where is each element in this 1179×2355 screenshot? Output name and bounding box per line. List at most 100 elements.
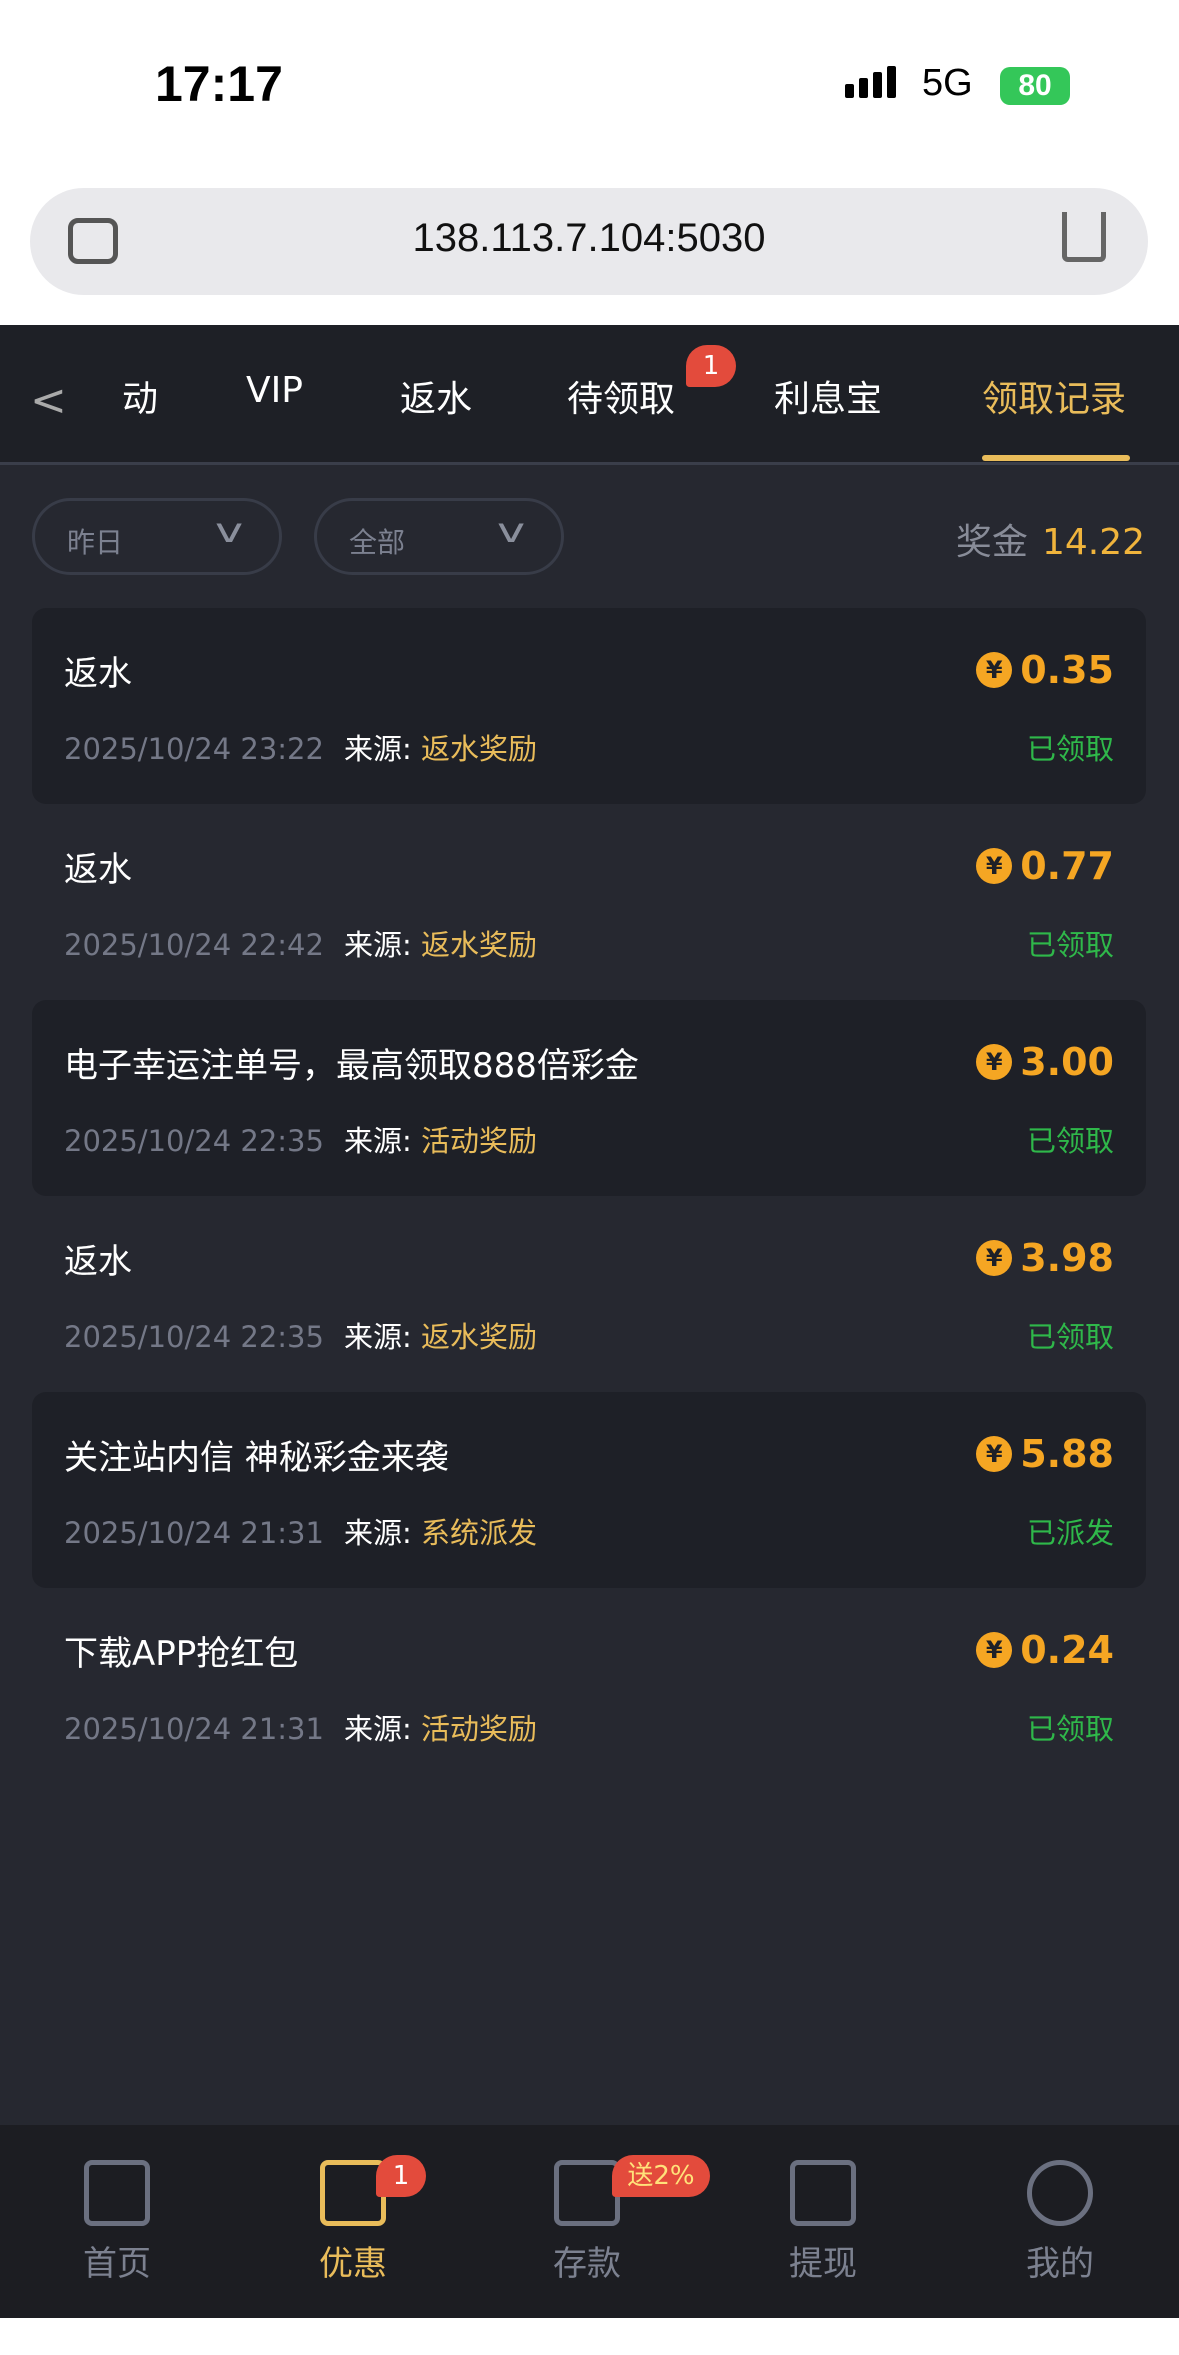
record-amount: ¥0.77 [976, 844, 1114, 888]
tab-pending[interactable]: 待领取 [567, 379, 676, 420]
bottom-nav: 首页 优惠 1 存款 送2% 提现 我的 [0, 2125, 1179, 2318]
nav-promotions[interactable]: 优惠 [278, 2125, 428, 2318]
url-text[interactable]: 138.113.7.104:5030 [412, 216, 766, 260]
record-status: 已领取 [1026, 1320, 1114, 1354]
bonus-value: 14.22 [1041, 522, 1145, 563]
clock: 17:17 [155, 56, 283, 112]
nav-deposit[interactable]: 存款 [512, 2125, 662, 2318]
tab-rebate[interactable]: 返水 [400, 379, 473, 420]
active-tab-indicator [982, 455, 1130, 461]
record-amount: ¥3.00 [976, 1040, 1114, 1084]
record-status: 已领取 [1026, 732, 1114, 766]
nav-label: 我的 [1026, 2244, 1094, 2284]
tab-interest[interactable]: 利息宝 [774, 379, 883, 420]
bonus-label: 奖金 [955, 522, 1028, 563]
coin-icon: ¥ [976, 1632, 1013, 1668]
source-label: 来源: [343, 928, 412, 962]
record-title: 关注站内信 神秘彩金来袭 [64, 1438, 449, 1478]
coin-icon: ¥ [976, 1436, 1013, 1472]
source-label: 来源: [343, 1712, 412, 1746]
chevron-down-icon: v [214, 511, 244, 551]
coin-icon: ¥ [976, 1240, 1013, 1276]
amount-value: 0.77 [1020, 844, 1114, 888]
record-card: 返水 ¥0.77 2025/10/24 22:42 来源: 返水奖励 已领取 [32, 804, 1146, 1000]
share-icon[interactable] [1062, 212, 1106, 262]
nav-withdraw[interactable]: 提现 [748, 2125, 898, 2318]
camera-search-icon[interactable] [68, 218, 118, 264]
record-source: 活动奖励 [420, 1124, 537, 1158]
nav-profile[interactable]: 我的 [985, 2125, 1135, 2318]
date-filter-value: 昨日 [67, 526, 124, 559]
source-label: 来源: [343, 732, 412, 766]
record-time: 2025/10/24 21:31 [64, 1516, 324, 1550]
record-time: 2025/10/24 22:35 [64, 1320, 324, 1354]
record-time: 2025/10/24 21:31 [64, 1712, 324, 1746]
record-meta: 2025/10/24 23:22 来源: 返水奖励 [64, 726, 537, 768]
record-amount: ¥0.24 [976, 1628, 1114, 1672]
record-status: 已领取 [1026, 1712, 1114, 1746]
record-time: 2025/10/24 22:35 [64, 1124, 324, 1158]
record-card: 关注站内信 神秘彩金来袭 ¥5.88 2025/10/24 21:31 来源: 系… [32, 1392, 1146, 1588]
deposit-bonus-badge: 送2% [612, 2155, 710, 2197]
record-title: 返水 [64, 850, 132, 890]
record-amount: ¥3.98 [976, 1236, 1114, 1280]
record-time: 2025/10/24 23:22 [64, 732, 324, 766]
coin-icon: ¥ [976, 848, 1013, 884]
nav-home[interactable]: 首页 [42, 2125, 192, 2318]
record-time: 2025/10/24 22:42 [64, 928, 324, 962]
record-meta: 2025/10/24 22:42 来源: 返水奖励 [64, 922, 537, 964]
record-title: 返水 [64, 1242, 132, 1282]
promo-badge: 1 [376, 2155, 426, 2197]
source-label: 来源: [343, 1320, 412, 1354]
amount-value: 5.88 [1020, 1432, 1114, 1476]
record-status: 已派发 [1026, 1516, 1114, 1550]
record-status: 已领取 [1026, 1124, 1114, 1158]
tab-activity[interactable]: 动 [122, 379, 159, 420]
home-icon [84, 2160, 150, 2226]
chevron-down-icon: v [496, 511, 526, 551]
user-icon [1027, 2160, 1093, 2226]
nav-label: 首页 [83, 2244, 151, 2284]
network-type: 5G [922, 62, 973, 104]
record-title: 电子幸运注单号，最高领取888倍彩金 [64, 1046, 639, 1086]
cash-icon [790, 2160, 856, 2226]
record-card: 电子幸运注单号，最高领取888倍彩金 ¥3.00 2025/10/24 22:3… [32, 1000, 1146, 1196]
record-source: 返水奖励 [420, 928, 537, 962]
nav-label: 提现 [789, 2244, 857, 2284]
record-source: 活动奖励 [420, 1712, 537, 1746]
address-bar[interactable]: 138.113.7.104:5030 [30, 188, 1148, 295]
tab-vip[interactable]: VIP [246, 370, 303, 411]
amount-value: 0.24 [1020, 1628, 1114, 1672]
type-filter[interactable]: 全部 v [314, 498, 564, 575]
record-source: 返水奖励 [420, 1320, 537, 1354]
date-filter[interactable]: 昨日 v [32, 498, 282, 575]
amount-value: 3.98 [1020, 1236, 1114, 1280]
record-amount: ¥0.35 [976, 648, 1114, 692]
record-meta: 2025/10/24 22:35 来源: 活动奖励 [64, 1118, 537, 1160]
browser-toolbar [0, 2318, 1179, 2355]
record-title: 下载APP抢红包 [64, 1634, 299, 1674]
wallet-icon [554, 2160, 620, 2226]
status-bar: 17:17 5G 80 138.113.7.104:5030 [0, 0, 1179, 325]
tab-bar: < 动 VIP 返水 待领取 1 利息宝 领取记录 [0, 325, 1179, 465]
record-meta: 2025/10/24 22:35 来源: 返水奖励 [64, 1314, 537, 1356]
record-meta: 2025/10/24 21:31 来源: 活动奖励 [64, 1706, 537, 1748]
record-card: 下载APP抢红包 ¥0.24 2025/10/24 21:31 来源: 活动奖励 … [32, 1588, 1146, 1784]
pending-badge: 1 [686, 345, 736, 387]
amount-value: 3.00 [1020, 1040, 1114, 1084]
signal-icon [845, 66, 896, 98]
type-filter-value: 全部 [349, 526, 406, 559]
chevron-left-icon[interactable]: < [30, 375, 67, 426]
coin-icon: ¥ [976, 1044, 1013, 1080]
record-meta: 2025/10/24 21:31 来源: 系统派发 [64, 1510, 537, 1552]
source-label: 来源: [343, 1124, 412, 1158]
tab-claim-records[interactable]: 领取记录 [982, 379, 1127, 420]
coin-icon: ¥ [976, 652, 1013, 688]
record-source: 系统派发 [420, 1516, 537, 1550]
bonus-total: 奖金 14.22 [956, 513, 1145, 565]
nav-label: 存款 [553, 2244, 621, 2284]
record-card: 返水 ¥3.98 2025/10/24 22:35 来源: 返水奖励 已领取 [32, 1196, 1146, 1392]
source-label: 来源: [343, 1516, 412, 1550]
battery-icon: 80 [1000, 67, 1070, 105]
record-title: 返水 [64, 654, 132, 694]
